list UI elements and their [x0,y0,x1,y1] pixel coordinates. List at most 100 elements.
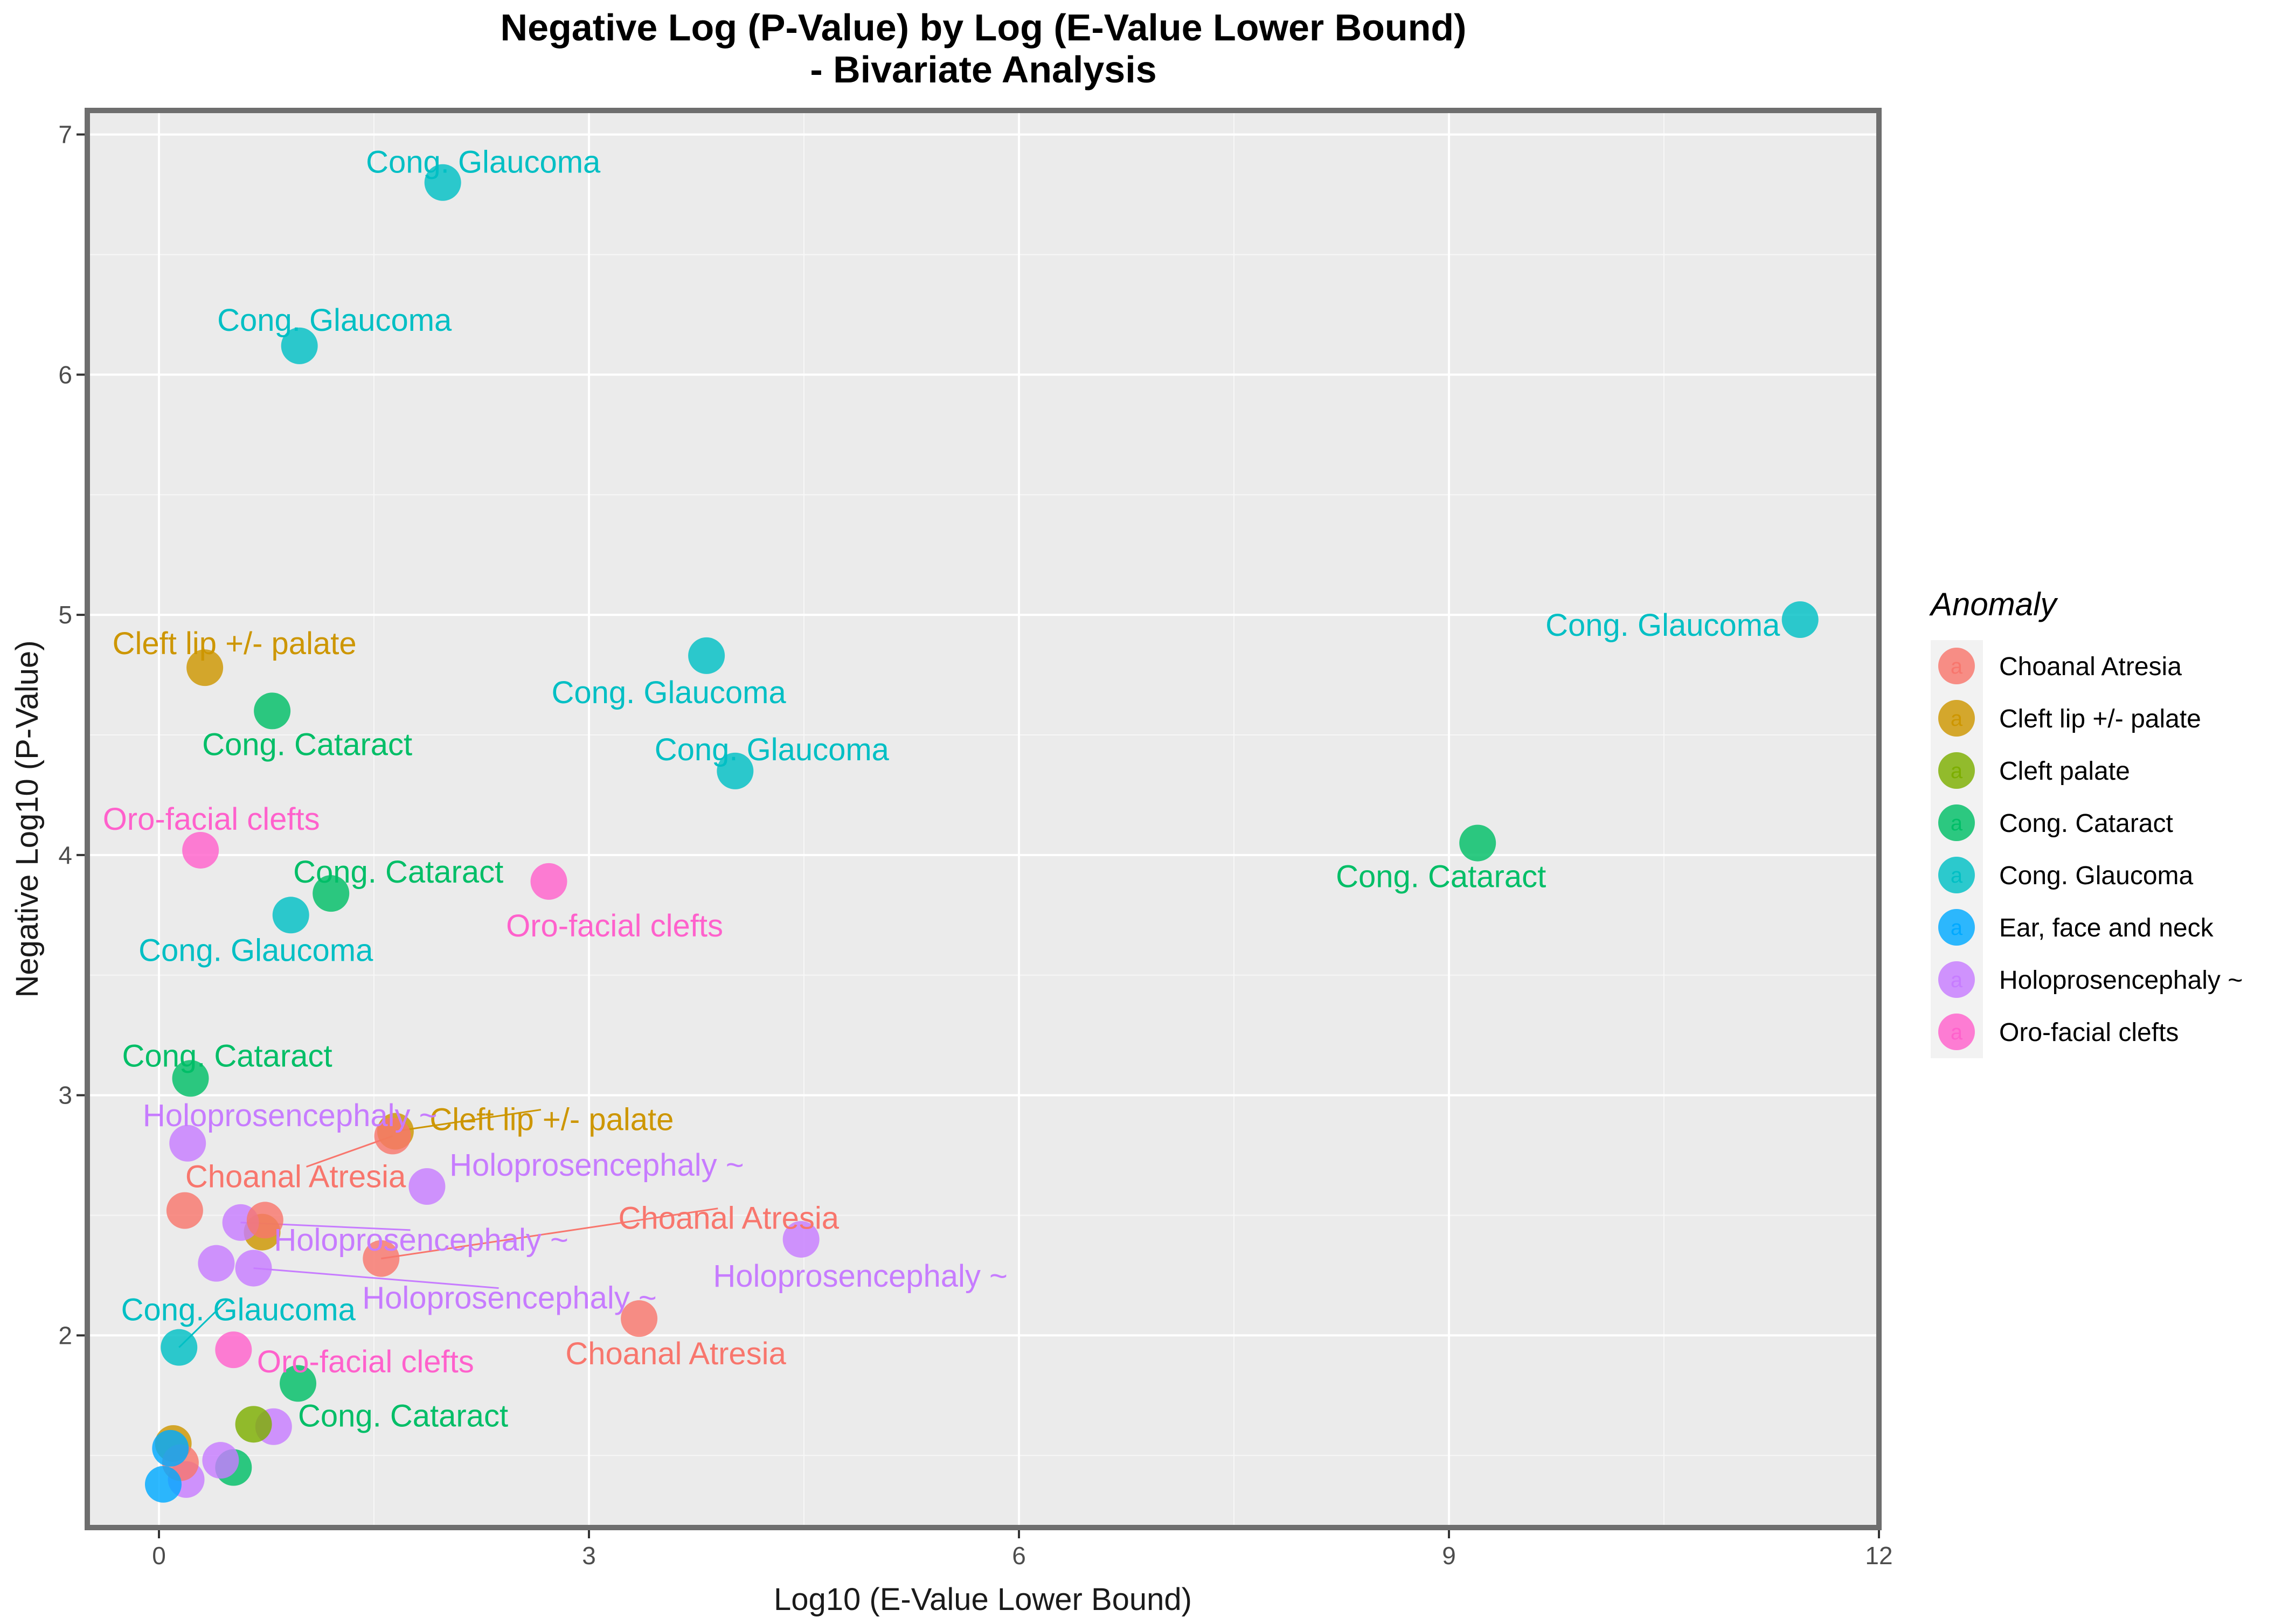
point-cong-glaucoma [272,897,309,934]
point-choanal-atresia [246,1202,283,1239]
point-holoprosencephaly [169,1125,206,1162]
legend-key-glyph: a [1951,968,1963,992]
legend: Anomaly a Choanal Atresia a Cleft lip +/- p… [1929,586,2243,1058]
point-choanal-atresia [621,1300,658,1337]
y-tick-label: 7 [58,121,72,149]
legend-label-cong-glaucoma: Cong. Glaucoma [1999,862,2193,890]
point-cong-cataract [172,1060,209,1097]
legend-key-ear-face-and-neck [1938,909,1975,946]
point-label-choanal-atresia: Choanal Atresia [619,1201,840,1236]
point-label-cleft-lip-palate: Cleft lip +/- palate [113,626,357,661]
point-holoprosencephaly [782,1221,820,1258]
plot-border [85,108,1882,1530]
point-label-cleft-lip-palate: Cleft lip +/- palate [429,1102,674,1137]
point-cong-cataract [280,1365,317,1402]
legend-label-oro-facial-clefts: Oro-facial clefts [1999,1018,2179,1047]
legend-label-ear-face-and-neck: Ear, face and neck [1999,914,2214,942]
legend-key-glyph: a [1951,864,1963,887]
point-label-holoprosencephaly: Holoprosencephaly ~ [362,1281,657,1316]
x-axis-ticks: 0 3 6 9 12 [152,1530,1893,1570]
y-axis-ticks: 2 3 4 5 6 7 [58,121,85,1349]
point-choanal-atresia [363,1240,400,1277]
point-label-cong-cataract: Cong. Cataract [1336,859,1546,894]
legend-key-glyph: a [1951,916,1963,940]
point-holoprosencephaly [202,1442,239,1479]
legend-label-choanal-atresia: Choanal Atresia [1999,653,2182,681]
point-oro-facial-clefts [530,863,567,900]
y-tick-label: 4 [58,841,72,869]
point-cong-glaucoma [717,752,754,789]
x-tick-label: 9 [1442,1542,1456,1570]
x-axis-title: Log10 (E-Value Lower Bound) [774,1582,1192,1617]
point-oro-facial-clefts [182,831,219,869]
y-tick-label: 5 [58,601,72,629]
leader-line [395,1109,542,1132]
leader-line [381,1207,718,1260]
point-label-choanal-atresia: Choanal Atresia [185,1159,406,1194]
legend-key-choanal-atresia [1938,648,1975,684]
legend-label-holoprosencephaly: Holoprosencephaly ~ [1999,966,2243,995]
chart-title: Negative Log (P-Value) by Log (E-Value L… [501,6,1467,48]
point-label-cong-glaucoma: Cong. Glaucoma [121,1293,356,1328]
legend-key-holoprosencephaly [1938,961,1975,998]
legend-key-cong-glaucoma [1938,857,1975,893]
plot-panel [87,110,1879,1528]
point-label-cong-cataract: Cong. Cataract [122,1038,332,1073]
y-tick-label: 6 [58,360,72,388]
point-holoprosencephaly [198,1245,235,1282]
point-cleft-lip-palate [186,649,224,686]
point-cong-glaucoma [688,637,725,674]
point-label-cong-cataract: Cong. Cataract [202,727,412,762]
point-choanal-atresia [166,1192,203,1229]
point-cong-cataract [254,692,291,730]
point-ear-face-and-neck [152,1429,189,1467]
point-oro-facial-clefts [215,1331,252,1369]
point-label-choanal-atresia: Choanal Atresia [565,1336,786,1371]
legend-label-cleft-lip-palate: Cleft lip +/- palate [1999,705,2201,733]
legend-key-cleft-palate [1938,752,1975,789]
x-tick-label: 0 [152,1542,166,1570]
point-cong-glaucoma [1781,601,1819,639]
legend-label-cong-cataract: Cong. Cataract [1999,809,2173,838]
legend-title: Anomaly [1929,586,2058,622]
point-label-holoprosencephaly: Holoprosencephaly ~ [713,1259,1008,1294]
point-label-oro-facial-clefts: Oro-facial clefts [257,1344,474,1379]
legend-key-glyph: a [1951,655,1963,678]
point-label-cong-glaucoma: Cong. Glaucoma [1545,608,1780,643]
data-points [144,164,1819,1503]
point-cong-glaucoma [161,1329,198,1366]
point-label-cong-glaucoma: Cong. Glaucoma [655,732,890,767]
point-label-holoprosencephaly: Holoprosencephaly ~ [143,1098,438,1133]
point-label-cong-glaucoma: Cong. Glaucoma [138,933,373,968]
point-cong-cataract [313,875,350,912]
point-label-cong-glaucoma: Cong. Glaucoma [552,675,787,710]
legend-key-glyph: a [1951,1021,1963,1044]
point-ear-face-and-neck [144,1466,182,1503]
x-tick-label: 3 [582,1542,596,1570]
point-cong-cataract [1459,824,1496,862]
point-label-cong-cataract: Cong. Cataract [293,855,503,890]
legend-key-cong-cataract [1938,804,1975,841]
legend-key-cleft-lip-palate [1938,700,1975,737]
x-tick-label: 12 [1865,1542,1892,1570]
point-label-cong-glaucoma: Cong. Glaucoma [217,303,452,338]
y-tick-label: 3 [58,1081,72,1109]
point-label-cong-cataract: Cong. Cataract [298,1399,508,1434]
data-point-labels: Cong. Glaucoma Cong. Glaucoma Cong. Glauco… [103,145,1780,1434]
point-holoprosencephaly [408,1168,446,1205]
point-label-oro-facial-clefts: Oro-facial clefts [506,908,723,943]
y-axis-title: Negative Log10 (P-Value) [10,640,45,997]
x-tick-label: 6 [1012,1542,1026,1570]
leader-line [253,1267,499,1289]
point-label-holoprosencephaly: Holoprosencephaly ~ [274,1223,568,1258]
legend-key-glyph: a [1951,759,1963,783]
point-cong-glaucoma [424,164,461,201]
legend-entries: a Choanal Atresia a Cleft lip +/- palate a Cl… [1931,640,2243,1058]
point-cong-glaucoma [281,327,318,364]
legend-key-glyph: a [1951,811,1963,835]
legend-key-oro-facial-clefts [1938,1014,1975,1050]
point-holoprosencephaly [235,1250,272,1287]
chart-subtitle: - Bivariate Analysis [810,48,1156,91]
point-cleft-palate [235,1406,272,1443]
